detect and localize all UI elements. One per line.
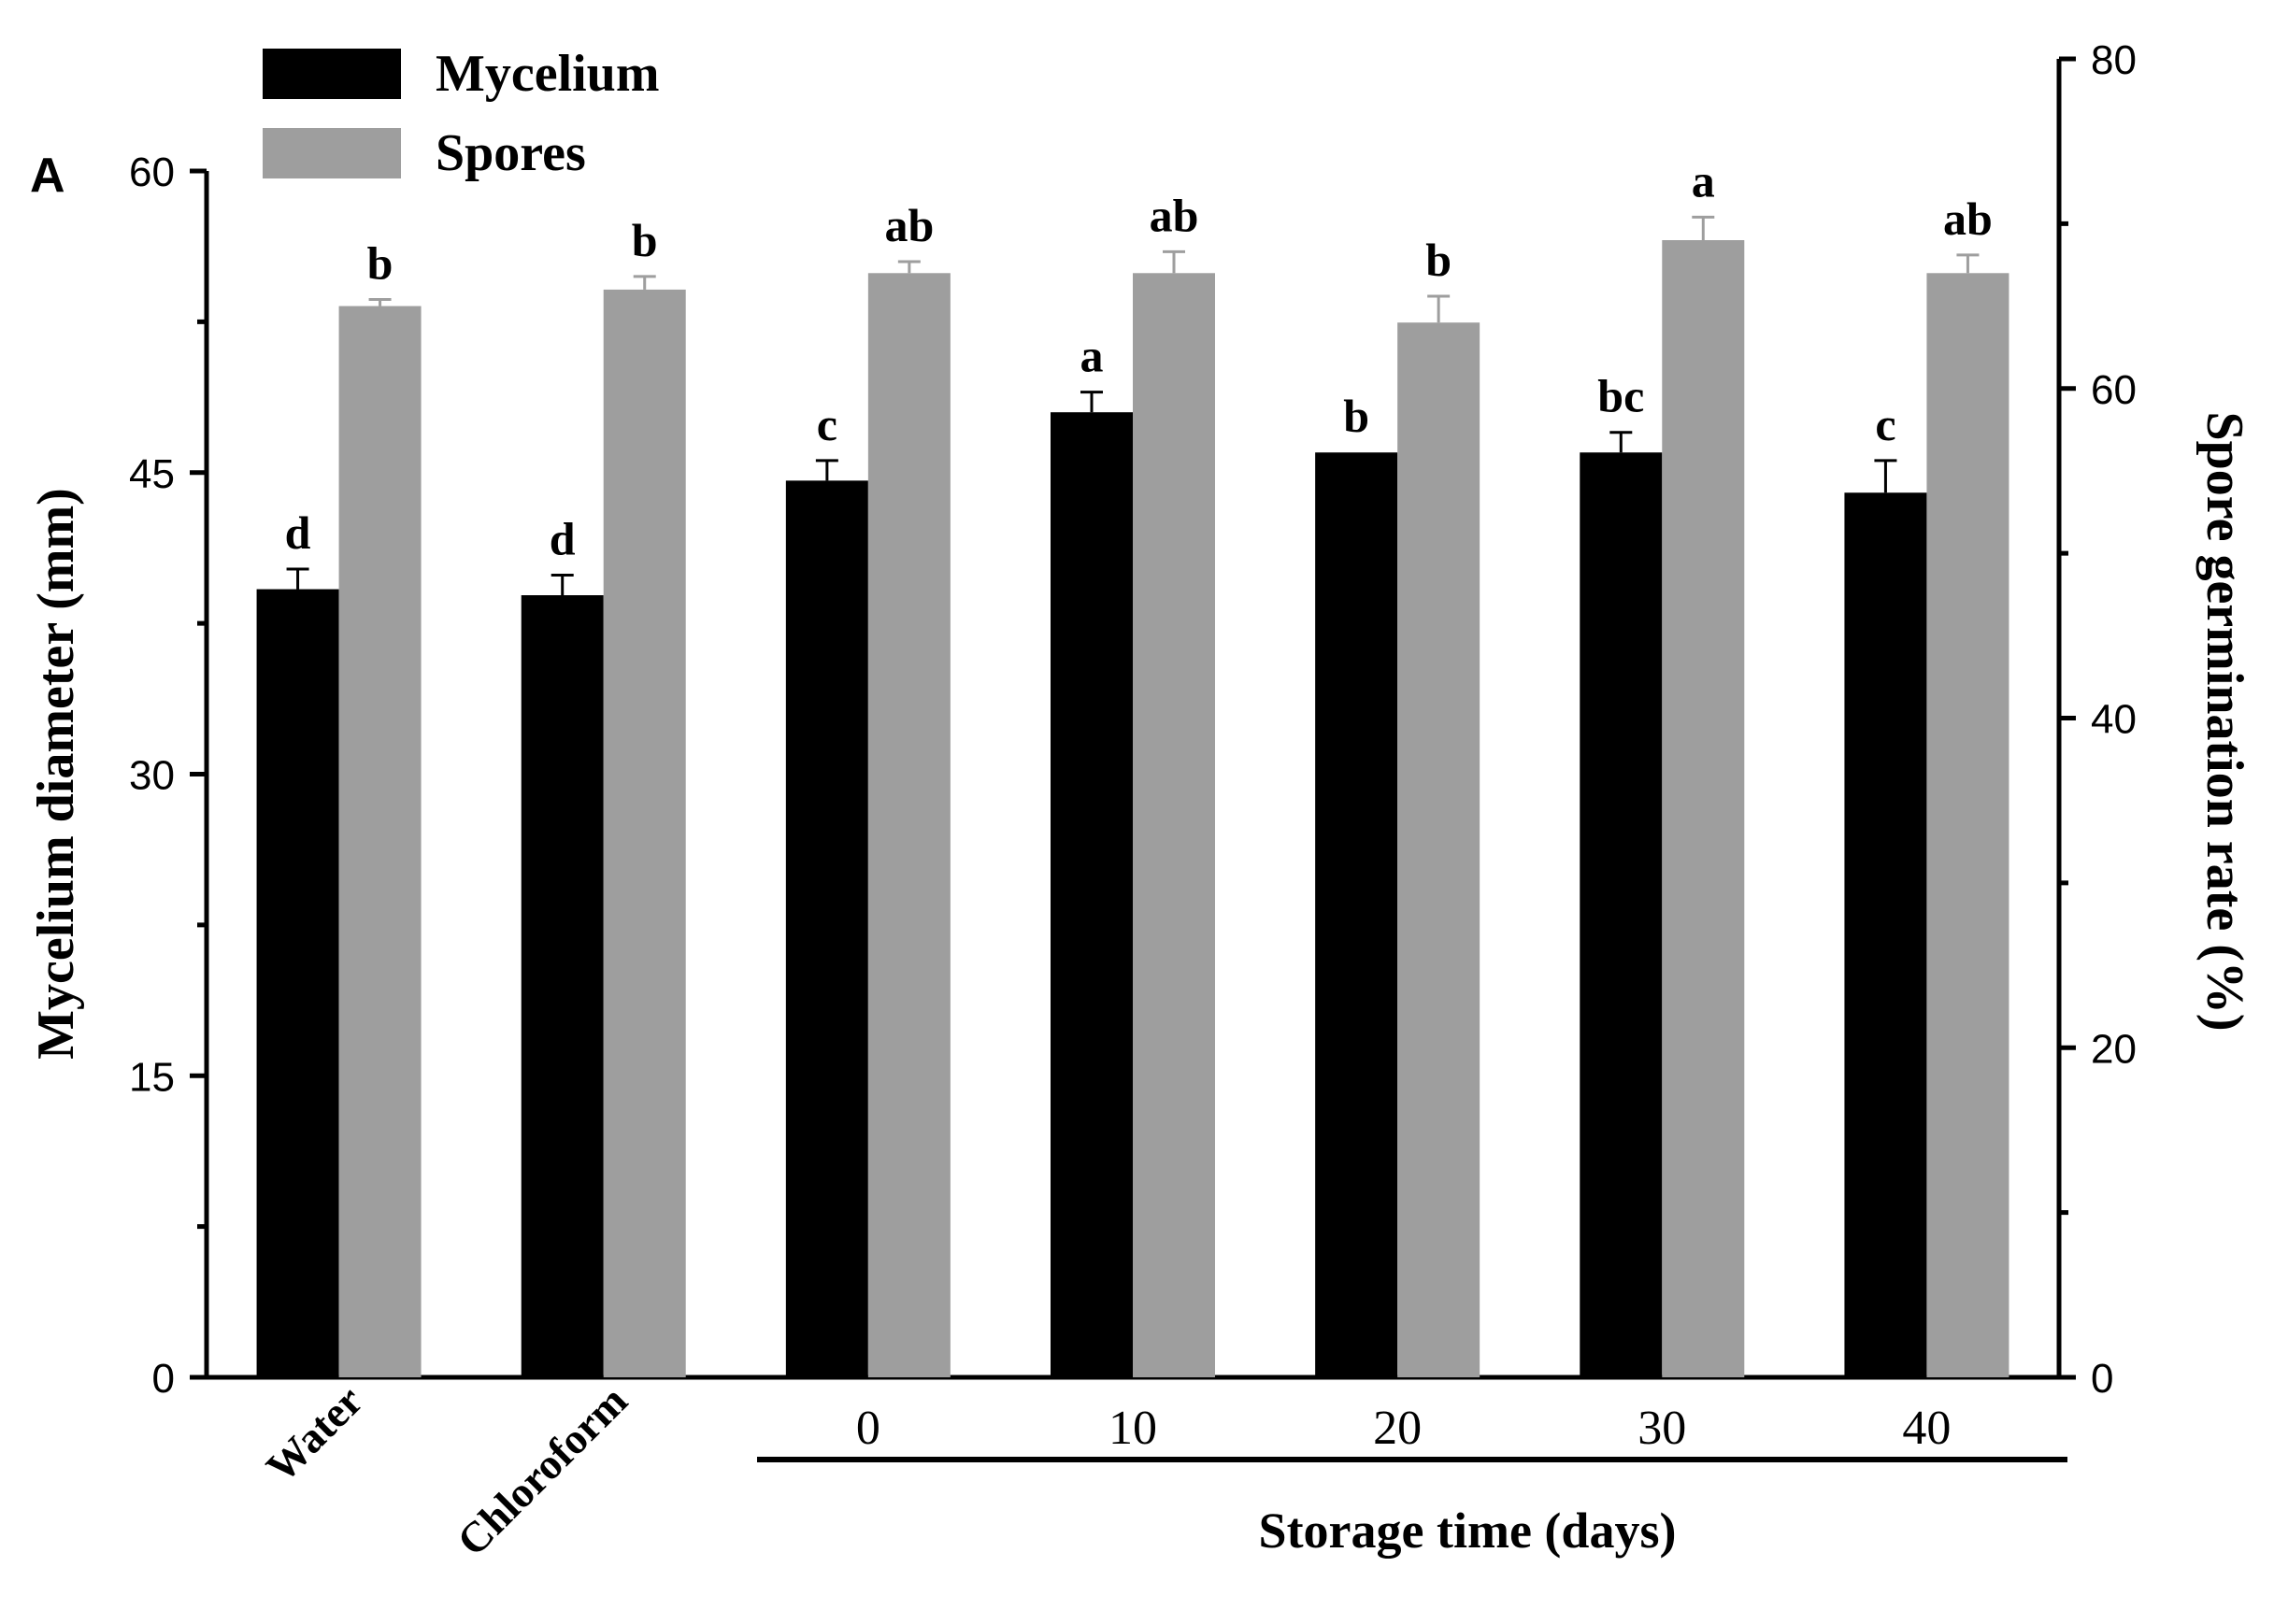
- bar-spores: [1926, 273, 2009, 1378]
- significance-letter: a: [1692, 154, 1715, 207]
- legend-label-mycelium: Mycelium: [436, 45, 659, 103]
- bar-spores: [867, 273, 951, 1378]
- storage-time-label: Storage time (days): [1259, 1503, 1677, 1559]
- bar-mycelium: [521, 595, 604, 1377]
- x-tick-label: Chloroform: [448, 1376, 636, 1565]
- axes: [190, 49, 2076, 1462]
- bar-mycelium: [256, 589, 339, 1377]
- left-y-axis-title: Mycelium diameter (mm): [27, 488, 85, 1060]
- right-y-tick-label: 60: [2091, 367, 2137, 413]
- panel-label: A: [30, 149, 65, 203]
- right-y-tick-label: 40: [2091, 697, 2137, 743]
- significance-letter: ab: [1150, 189, 1199, 241]
- left-y-tick-label: 30: [129, 753, 175, 799]
- right-y-tick-label: 0: [2091, 1356, 2113, 1402]
- significance-letter: c: [817, 398, 837, 450]
- bar-spores: [338, 306, 422, 1377]
- significance-letter: c: [1875, 398, 1895, 450]
- bar-spores: [603, 289, 686, 1377]
- bar-spores: [1397, 322, 1480, 1378]
- right-y-tick-label: 20: [2091, 1026, 2137, 1072]
- left-y-tick-label: 60: [129, 150, 175, 195]
- bar-mycelium: [1844, 492, 1927, 1377]
- x-tick-label: 20: [1373, 1402, 1422, 1455]
- bar-spores: [1662, 240, 1745, 1378]
- bar-mycelium: [1051, 412, 1133, 1378]
- bar-spores: [1133, 273, 1215, 1378]
- significance-letter: b: [1425, 234, 1452, 286]
- bar-mycelium: [785, 480, 868, 1377]
- significance-letter: d: [550, 512, 576, 564]
- significance-letter: d: [285, 506, 311, 559]
- significance-letter: a: [1080, 330, 1104, 382]
- x-tick-label: 0: [856, 1402, 880, 1455]
- left-y-tick-label: 0: [152, 1356, 175, 1402]
- x-tick-label: 10: [1108, 1402, 1157, 1455]
- significance-letter: ab: [1943, 192, 1993, 245]
- significance-letter: b: [367, 237, 393, 290]
- x-tick-label: 40: [1902, 1402, 1951, 1455]
- legend-swatch-spores: [263, 128, 401, 178]
- x-tick-label: 30: [1638, 1402, 1686, 1455]
- significance-letter: bc: [1597, 370, 1644, 422]
- right-y-axis-title: Spore germination rate (%): [2195, 411, 2253, 1031]
- left-y-tick-label: 15: [129, 1054, 175, 1100]
- left-y-tick-label: 45: [129, 451, 175, 497]
- legend-label-spores: Spores: [436, 124, 586, 182]
- x-tick-label: Water: [257, 1376, 372, 1491]
- significance-letter: b: [1343, 390, 1369, 442]
- bar-mycelium: [1315, 452, 1398, 1377]
- right-y-tick-label: 80: [2091, 37, 2137, 83]
- significance-letter: ab: [884, 199, 934, 251]
- bar-mycelium: [1580, 452, 1663, 1377]
- bars: [256, 215, 2009, 1378]
- significance-letter: b: [632, 214, 658, 266]
- legend-swatch-mycelium: [263, 49, 401, 99]
